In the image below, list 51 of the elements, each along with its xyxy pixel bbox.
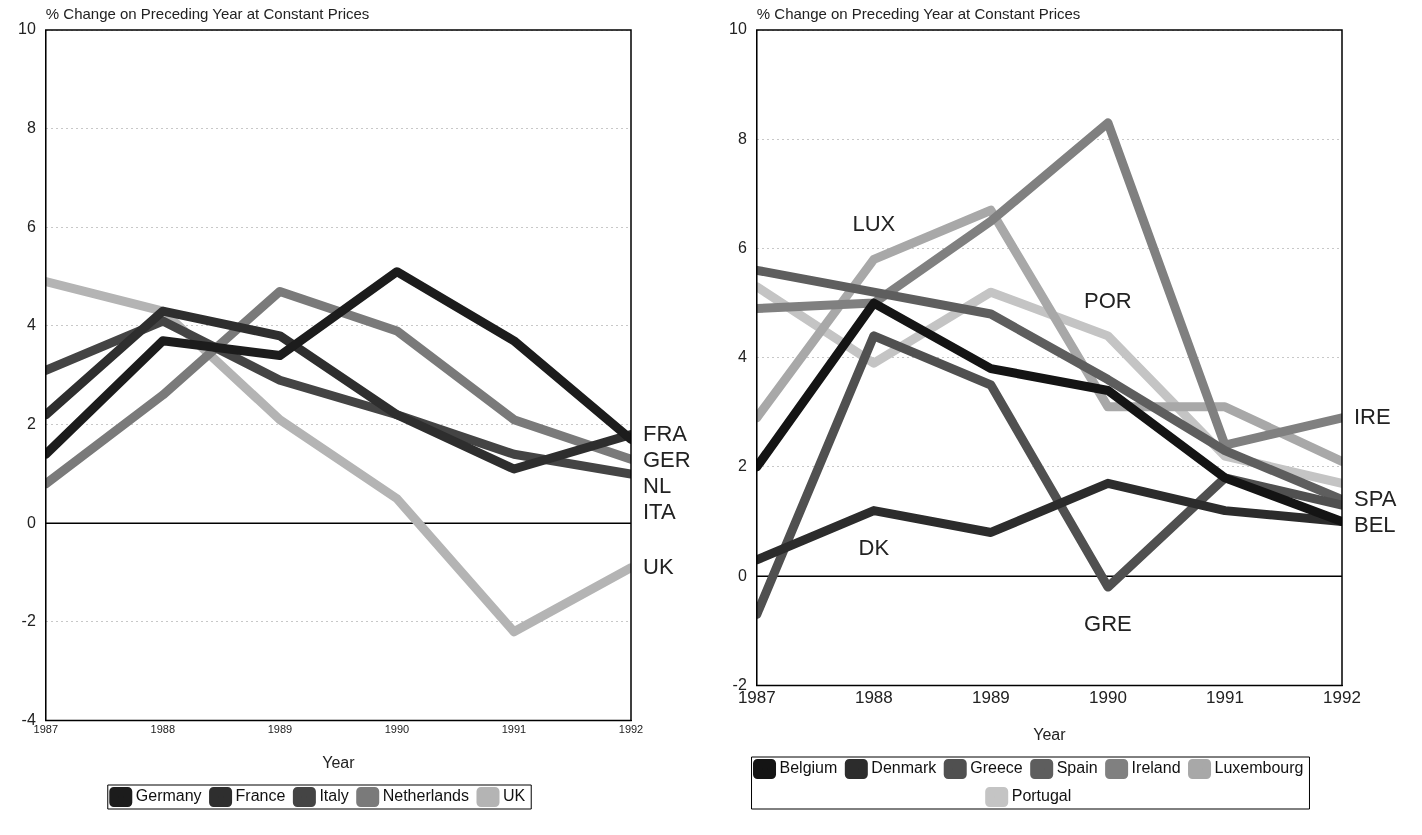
annotation: ITA [643, 498, 676, 524]
y-tick-label: 8 [737, 129, 747, 147]
y-tick-label: 10 [729, 20, 747, 38]
annotation: LUX [852, 211, 896, 237]
x-tick-label: 1992 [618, 723, 644, 736]
annotation: BEL [1354, 511, 1396, 537]
annotation: GRE [1084, 611, 1132, 637]
annotation: IRE [1354, 403, 1391, 429]
x-axis-title: Year [322, 753, 356, 771]
legend-label: UK [502, 787, 526, 805]
annotation: POR [1084, 287, 1132, 313]
y-axis-title: % Change on Preceding Year at Constant Prices [756, 4, 1081, 22]
legend-label: Denmark [871, 759, 938, 777]
legend-label: Belgium [779, 759, 838, 777]
annotation: NL [643, 472, 672, 498]
annotation: DK [858, 534, 890, 560]
y-tick-label: 4 [737, 348, 747, 366]
x-tick-label: 1990 [384, 723, 410, 736]
y-tick-label: 4 [26, 316, 36, 334]
legend-label: France [235, 787, 286, 805]
legend-label: Luxembourg [1214, 759, 1304, 777]
legend-label: Ireland [1131, 759, 1181, 777]
x-tick-label: 1991 [501, 723, 527, 736]
annotation: UK [643, 553, 674, 579]
y-tick-label: -2 [21, 612, 36, 630]
x-tick-label: 1992 [1323, 688, 1361, 708]
annotation: GER [643, 446, 691, 472]
y-tick-label: 2 [26, 415, 36, 433]
x-tick-label: 1988 [854, 688, 893, 708]
x-tick-label: 1989 [267, 723, 293, 736]
y-tick-label: 8 [26, 119, 36, 137]
y-tick-label: 6 [737, 238, 747, 256]
x-tick-label: 1988 [150, 723, 176, 736]
legend-label: Greece [970, 759, 1023, 777]
x-tick-label: 1991 [1206, 688, 1244, 708]
legend-label: Italy [319, 787, 349, 805]
x-tick-label: 1990 [1089, 688, 1127, 708]
y-tick-label: 2 [737, 457, 747, 475]
y-tick-label: 6 [26, 217, 36, 235]
legend-label: Germany [135, 787, 202, 805]
y-tick-label: 0 [737, 566, 747, 584]
annotation: SPA [1354, 485, 1397, 511]
legend-label: Spain [1056, 759, 1098, 777]
y-tick-label: 0 [26, 513, 36, 531]
x-tick-label: 1989 [971, 688, 1010, 708]
annotation: FRA [643, 420, 688, 446]
x-axis-title: Year [1033, 725, 1067, 743]
y-tick-label: 10 [18, 20, 36, 38]
y-axis-title: % Change on Preceding Year at Constant Prices [45, 4, 370, 22]
legend-label: Portugal [1011, 787, 1072, 805]
legend-label: Netherlands [382, 787, 469, 805]
